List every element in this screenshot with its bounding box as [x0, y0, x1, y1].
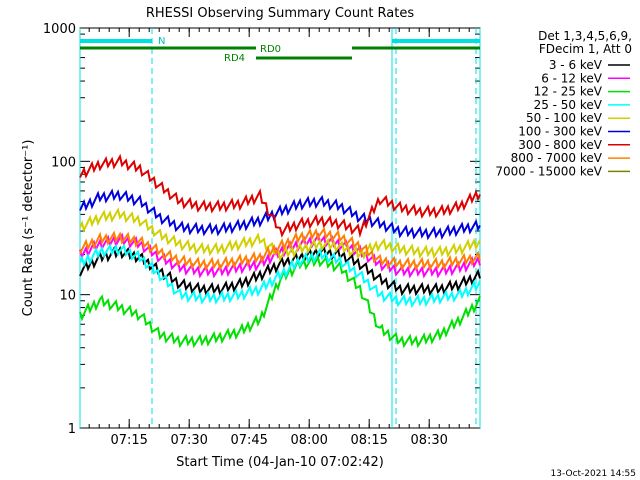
legend-entry-label: 6 - 12 keV — [541, 71, 603, 85]
y-axis: 1 10 100 1000 — [43, 22, 480, 437]
series-lines — [79, 153, 481, 349]
y-tick-label: 1 — [68, 422, 76, 437]
legend-entry-label: 12 - 25 keV — [534, 85, 603, 99]
series-line — [79, 188, 481, 241]
legend-entry-label: 7000 - 15000 keV — [495, 164, 602, 178]
legend-header-line-1: Det 1,3,4,5,6,9, — [538, 29, 632, 43]
chart-title: RHESSI Observing Summary Count Rates — [146, 6, 415, 21]
rd4-label: RD4 — [224, 53, 245, 64]
legend-header-line-2: FDecim 1, Att 0 — [539, 42, 632, 56]
x-tick-label: 07:30 — [170, 433, 207, 448]
legend-entry-label: 50 - 100 keV — [526, 111, 603, 125]
decimation-bars: N RD0 RD4 — [80, 36, 480, 64]
x-axis: 07:15 07:30 07:45 08:00 08:15 08:30 — [88, 28, 470, 448]
series-line — [79, 254, 481, 349]
series-line — [79, 245, 481, 297]
x-tick-label: 08:00 — [290, 433, 327, 448]
x-tick-label: 07:45 — [230, 433, 267, 448]
x-tick-label: 07:15 — [110, 433, 147, 448]
rd0-label: RD0 — [260, 44, 281, 55]
series-line — [79, 153, 481, 239]
x-tick-label: 08:30 — [410, 433, 447, 448]
y-tick-label: 1000 — [43, 22, 76, 37]
x-axis-label: Start Time (04-Jan-10 07:02:42) — [176, 455, 384, 470]
series-line — [79, 243, 481, 309]
series-line — [79, 207, 481, 263]
footer-timestamp: 13-Oct-2021 14:55 — [551, 469, 636, 479]
x-tick-label: 08:15 — [350, 433, 387, 448]
series-line — [79, 232, 481, 279]
y-tick-label: 100 — [51, 155, 76, 170]
legend-entry-label: 3 - 6 keV — [549, 58, 603, 72]
series-line — [79, 226, 481, 272]
legend: Det 1,3,4,5,6,9, FDecim 1, Att 0 3 - 6 k… — [495, 29, 632, 178]
y-tick-label: 10 — [59, 289, 76, 304]
legend-entry-label: 800 - 7000 keV — [511, 151, 603, 165]
legend-entry-label: 25 - 50 keV — [534, 98, 603, 112]
night-label: N — [158, 36, 165, 47]
legend-entry-label: 100 - 300 keV — [518, 125, 602, 139]
legend-entry-label: 300 - 800 keV — [518, 138, 602, 152]
y-axis-label: Count Rate (s⁻¹ detector⁻¹) — [21, 140, 36, 317]
